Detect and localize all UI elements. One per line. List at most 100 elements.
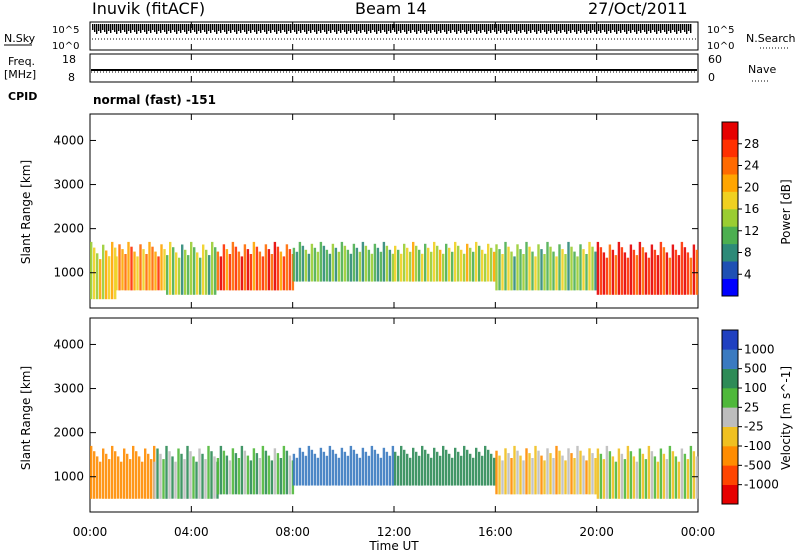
data-cell <box>442 445 445 486</box>
nsky-bar <box>198 24 200 31</box>
data-cell <box>127 241 130 291</box>
nsky-bar <box>606 24 608 34</box>
data-cell <box>264 244 268 291</box>
nsky-bar <box>622 24 624 30</box>
nsky-bar <box>408 24 410 31</box>
nsky-bar <box>164 24 166 32</box>
data-cell <box>301 451 305 486</box>
nsky-bar <box>616 24 618 34</box>
data-cell <box>282 445 286 495</box>
colorbar-tick-label: -25 <box>744 420 764 434</box>
nsky-bar <box>592 24 594 30</box>
data-cell <box>412 447 415 486</box>
data-cell <box>448 247 451 282</box>
data-cell <box>388 455 392 486</box>
nsky-bar <box>636 24 638 34</box>
nsky-bar <box>660 24 662 33</box>
data-cell <box>552 251 555 291</box>
nsky-bar <box>502 24 504 30</box>
station-title: Inuvik (fitACF) <box>92 0 205 18</box>
nsky-bar <box>288 24 290 31</box>
data-cell <box>102 448 105 499</box>
data-cell <box>382 447 386 486</box>
nsky-bar <box>192 24 194 30</box>
nsky-bar <box>686 24 688 34</box>
nsky-bar <box>346 24 348 34</box>
data-cell <box>641 453 645 499</box>
nsky-bar <box>542 24 544 30</box>
velocity-colorbar-label: Velocity [m s^-1] <box>779 366 793 470</box>
data-cell <box>376 453 380 486</box>
nave-label: Nave <box>748 63 776 76</box>
nsky-bar <box>294 24 296 32</box>
nsky-bar <box>152 24 154 30</box>
data-cell <box>105 453 108 499</box>
data-cell <box>570 246 573 291</box>
nsky-bar <box>478 24 480 31</box>
data-cell <box>463 445 466 486</box>
data-cell <box>325 249 329 282</box>
nsky-bar <box>318 24 320 31</box>
data-cell <box>234 246 238 291</box>
data-cell <box>246 455 250 495</box>
nsky-bar <box>400 24 402 33</box>
data-cell <box>623 459 627 499</box>
nsky-bar <box>252 24 254 30</box>
data-cell <box>594 251 597 291</box>
data-cell <box>133 251 136 291</box>
data-cell <box>219 445 223 495</box>
colorbar-tick-label: 16 <box>744 202 759 216</box>
colorbar-tick-label: 12 <box>744 224 759 238</box>
data-cell <box>626 445 630 499</box>
nsky-bar <box>112 24 114 30</box>
nsky-bar <box>688 24 690 31</box>
nsky-bar <box>224 24 226 32</box>
data-cell <box>430 457 433 486</box>
data-cell <box>288 455 292 495</box>
data-cell <box>599 453 603 499</box>
data-cell <box>249 254 253 291</box>
data-cell <box>243 244 247 291</box>
nsky-bar <box>644 24 646 32</box>
data-cell <box>415 451 418 486</box>
nsky-bar <box>242 24 244 30</box>
nsky-bar <box>678 24 680 31</box>
data-cell <box>255 453 259 495</box>
data-cell <box>460 249 463 282</box>
colorbar-bin <box>722 349 738 369</box>
nsky-bar <box>638 24 640 31</box>
nsky-bar <box>456 24 458 34</box>
data-cell <box>558 450 561 495</box>
nsky-bar <box>504 24 506 32</box>
data-cell <box>644 252 648 295</box>
data-cell <box>463 253 466 282</box>
data-cell <box>415 245 418 282</box>
data-cell <box>638 448 642 499</box>
data-cell <box>668 257 672 295</box>
nsky-bar <box>618 24 620 31</box>
data-cell <box>340 241 344 282</box>
data-cell <box>255 246 259 291</box>
data-cell <box>418 249 421 282</box>
nsky-bar <box>476 24 478 34</box>
colorbar-bin <box>722 174 738 192</box>
nsky-bar <box>240 24 242 33</box>
nsky-bar <box>602 24 604 30</box>
data-cell <box>665 459 669 499</box>
data-cell <box>228 254 232 291</box>
data-cell <box>346 455 350 486</box>
nsky-bar <box>658 24 660 31</box>
data-cell <box>680 448 684 499</box>
data-cell <box>93 451 96 499</box>
data-cell <box>555 256 558 291</box>
nsky-bar <box>258 24 260 31</box>
data-cell <box>358 457 362 486</box>
nsky-bar <box>94 24 96 32</box>
data-cell <box>129 459 132 499</box>
data-cell <box>174 461 177 499</box>
data-cell <box>111 445 114 499</box>
data-cell <box>352 243 356 282</box>
nsky-bar <box>590 24 592 33</box>
nsky-bar <box>468 24 470 31</box>
data-cell <box>346 249 350 282</box>
